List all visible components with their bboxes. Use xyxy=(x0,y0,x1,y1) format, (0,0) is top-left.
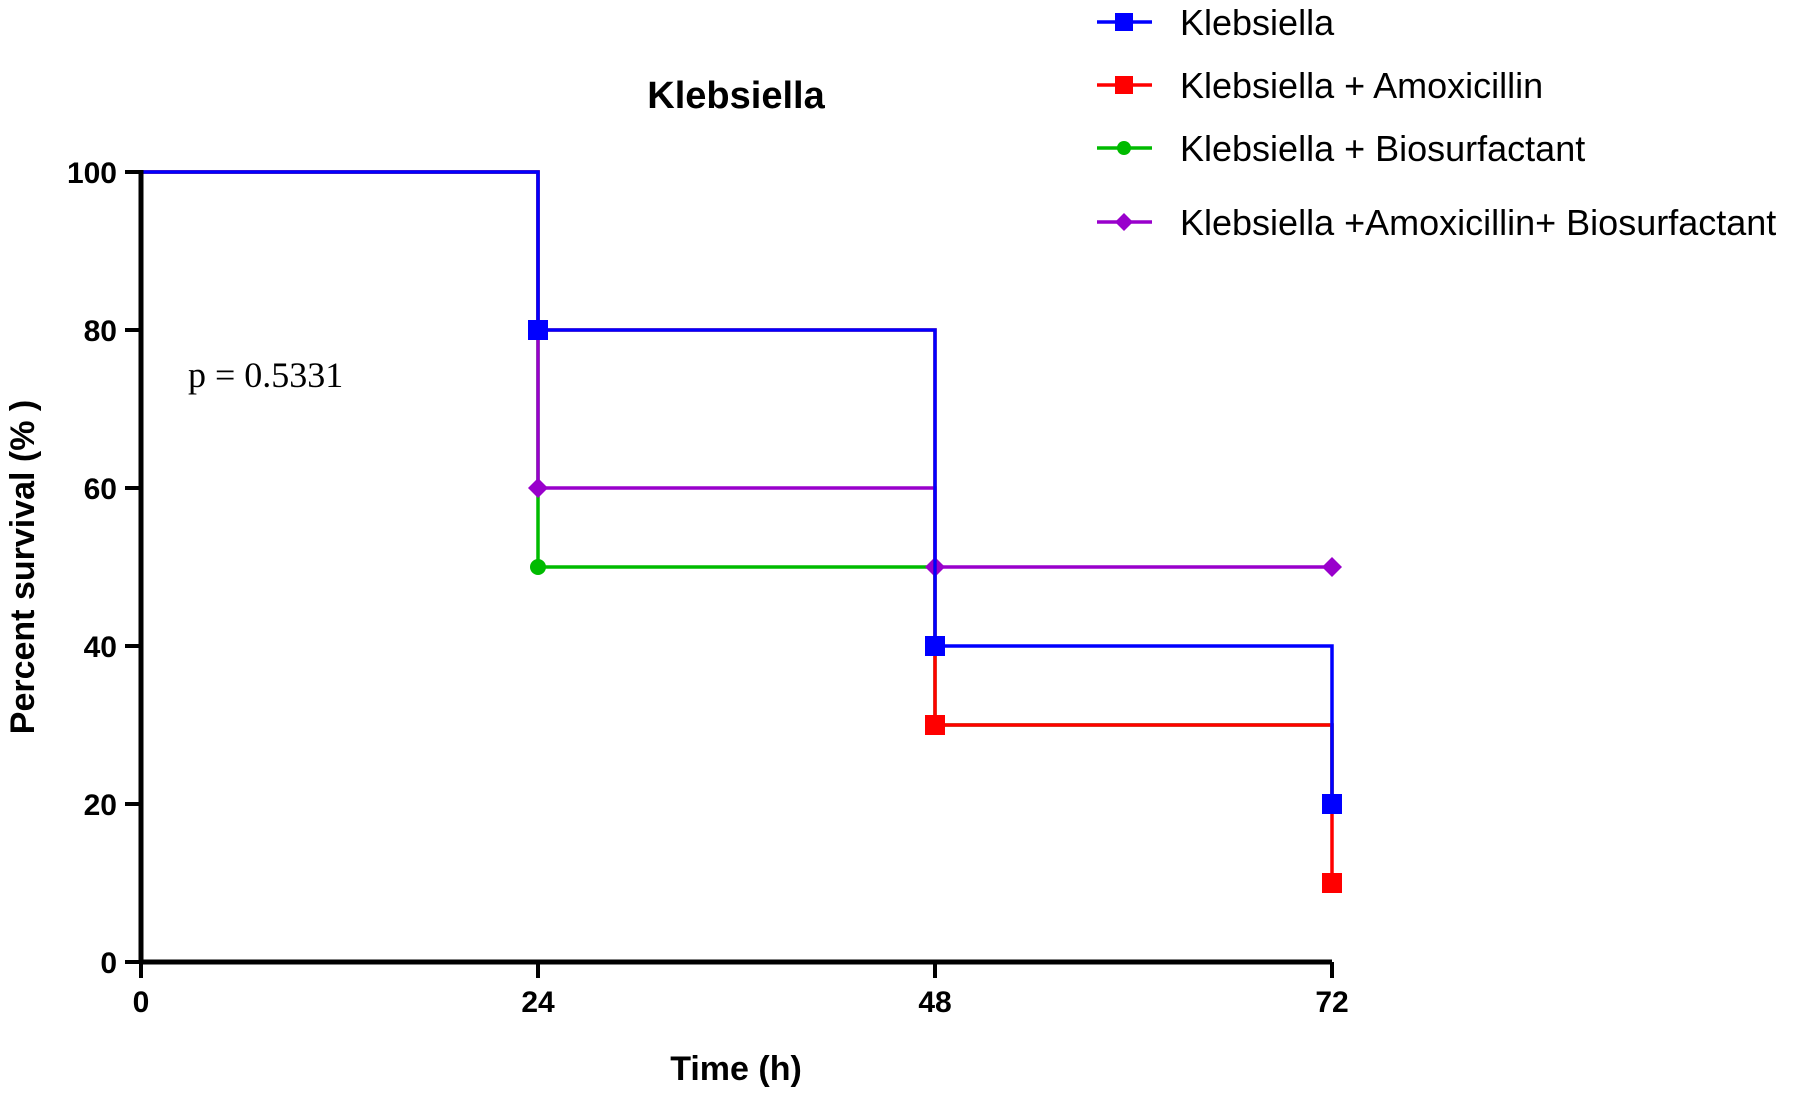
legend-marker-klebsiella-amoxicillin xyxy=(1115,76,1133,94)
legend-label-klebsiella-amoxicillin: Klebsiella + Amoxicillin xyxy=(1180,65,1543,106)
data-point-klebsiella-amoxicillin-2 xyxy=(925,715,945,735)
x-tick-label-48: 48 xyxy=(918,986,951,1019)
data-point-klebsiella-amoxicillin-3 xyxy=(1322,873,1342,893)
x-tick-label-72: 72 xyxy=(1315,986,1348,1019)
data-point-klebsiella-3 xyxy=(1322,794,1342,814)
legend-marker-klebsiella-amoxicillin-biosurfactant xyxy=(1115,213,1133,231)
data-point-klebsiella-1 xyxy=(528,320,548,340)
legend-label-klebsiella: Klebsiella xyxy=(1180,2,1335,43)
series-layer xyxy=(141,170,1342,893)
y-tick-label-40: 40 xyxy=(84,631,117,664)
x-tick-label-24: 24 xyxy=(521,986,555,1019)
legend-label-klebsiella-biosurfactant: Klebsiella + Biosurfactant xyxy=(1180,128,1585,169)
y-tick-label-20: 20 xyxy=(84,789,117,822)
axes-layer: 0 20 40 60 80 100 0 24 48 72 xyxy=(67,157,1349,1019)
data-point-klebsiella-amoxicillin-biosurfactant-3 xyxy=(1322,557,1342,577)
chart-title: Klebsiella xyxy=(647,75,825,117)
y-tick-label-80: 80 xyxy=(84,315,117,348)
y-tick-label-0: 0 xyxy=(100,947,117,980)
x-axis-title: Time (h) xyxy=(670,1050,802,1088)
legend-marker-klebsiella xyxy=(1115,13,1133,31)
data-point-klebsiella-amoxicillin-biosurfactant-1 xyxy=(528,478,548,498)
p-value-annotation: p = 0.5331 xyxy=(188,355,343,395)
series-line-klebsiella xyxy=(141,170,1334,804)
x-tick-label-0: 0 xyxy=(133,986,150,1019)
legend-label-klebsiella-amoxicillin-biosurfactant: Klebsiella +Amoxicillin+ Biosurfactant xyxy=(1180,202,1776,243)
data-point-klebsiella-biosurfactant-1 xyxy=(530,559,546,575)
data-point-klebsiella-2 xyxy=(925,636,945,656)
series-line-klebsiella-amoxicillin xyxy=(141,170,1334,883)
y-tick-label-100: 100 xyxy=(67,157,117,190)
y-tick-label-60: 60 xyxy=(84,473,117,506)
legend-marker-klebsiella-biosurfactant xyxy=(1117,141,1131,155)
legend: Klebsiella Klebsiella + Amoxicillin Klebsi… xyxy=(1097,2,1776,243)
y-axis-title: Percent survival (% ) xyxy=(4,400,42,734)
